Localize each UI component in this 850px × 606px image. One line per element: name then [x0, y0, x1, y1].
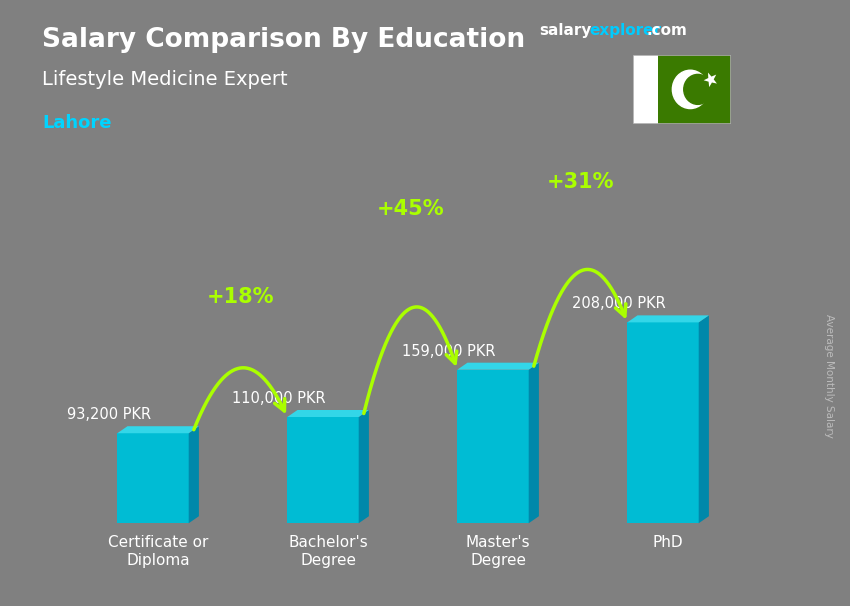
Bar	[287, 417, 359, 523]
Text: salary: salary	[540, 23, 592, 38]
Text: +31%: +31%	[547, 172, 615, 192]
Polygon shape	[529, 362, 539, 523]
Bar	[658, 55, 731, 124]
Polygon shape	[704, 73, 717, 87]
Text: Certificate or
Diploma: Certificate or Diploma	[108, 535, 208, 568]
Polygon shape	[117, 426, 199, 433]
Polygon shape	[627, 315, 709, 322]
Text: 159,000 PKR: 159,000 PKR	[402, 344, 496, 359]
Text: 110,000 PKR: 110,000 PKR	[232, 391, 326, 406]
Bar	[117, 433, 189, 523]
Circle shape	[683, 75, 711, 104]
Text: .com: .com	[647, 23, 688, 38]
Circle shape	[672, 70, 708, 108]
Text: Salary Comparison By Education: Salary Comparison By Education	[42, 27, 525, 53]
Text: Bachelor's
Degree: Bachelor's Degree	[288, 535, 368, 568]
Bar	[457, 370, 529, 523]
Text: 208,000 PKR: 208,000 PKR	[572, 296, 666, 311]
Text: PhD: PhD	[653, 535, 683, 550]
Polygon shape	[699, 315, 709, 523]
Text: Lifestyle Medicine Expert: Lifestyle Medicine Expert	[42, 70, 288, 88]
Polygon shape	[359, 410, 369, 523]
Bar	[627, 322, 699, 523]
Text: 93,200 PKR: 93,200 PKR	[67, 407, 150, 422]
Bar	[633, 55, 658, 124]
Text: Average Monthly Salary: Average Monthly Salary	[824, 314, 834, 438]
Polygon shape	[457, 362, 539, 370]
Polygon shape	[287, 410, 369, 417]
Text: Lahore: Lahore	[42, 114, 112, 132]
Text: Master's
Degree: Master's Degree	[466, 535, 530, 568]
Polygon shape	[189, 426, 199, 523]
Text: +18%: +18%	[207, 287, 275, 307]
Text: +45%: +45%	[377, 199, 445, 219]
Text: explorer: explorer	[589, 23, 661, 38]
